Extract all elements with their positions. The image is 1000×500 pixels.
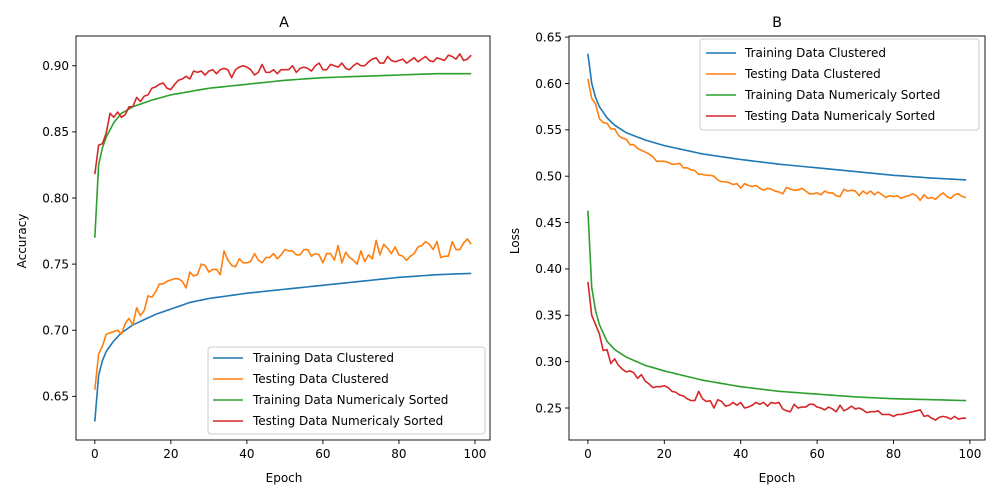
chart-panel-a: A Epoch Accuracy 0 20 40 60 80 100 0.65 0.70 0.7…	[15, 15, 491, 485]
axes-frame	[75, 35, 491, 441]
y-tick-label: 0.80	[42, 191, 69, 205]
x-axis-label: Epoch	[266, 471, 303, 485]
legend-label-0: Training Data Clustered	[744, 46, 886, 60]
plot-area: 0 20 40 60 80 100 0.65 0.70 0.75 0.80 0.85 0.90	[42, 35, 491, 461]
legend-label-1: Testing Data Clustered	[252, 372, 389, 386]
x-tick-label: 0	[91, 447, 99, 461]
y-tick-label: 0.55	[535, 123, 562, 137]
y-tick-label: 0.65	[535, 30, 562, 44]
series-line-1	[94, 238, 472, 390]
y-axis-label: Accuracy	[15, 214, 29, 269]
legend: Training Data Clustered Testing Data Clu…	[699, 38, 980, 131]
y-tick-label: 0.65	[42, 390, 69, 404]
y-axis-label: Loss	[508, 228, 522, 254]
x-tick-label: 60	[315, 447, 330, 461]
x-tick-label: 0	[584, 447, 592, 461]
series-line-3	[587, 281, 967, 421]
y-tick-label: 0.60	[535, 77, 562, 91]
x-tick-label: 80	[391, 447, 406, 461]
y-tick-label: 0.40	[535, 262, 562, 276]
legend-frame	[699, 38, 980, 131]
series-line-3	[94, 53, 472, 175]
x-tick-label: 40	[733, 447, 748, 461]
legend-label-1: Testing Data Clustered	[744, 67, 881, 81]
legend: Training Data Clustered Testing Data Clu…	[207, 346, 486, 435]
chart-title: B	[772, 15, 782, 31]
y-tick-label: 0.70	[42, 324, 69, 338]
x-tick-label: 40	[239, 447, 254, 461]
series-line-1	[587, 78, 967, 202]
series-line-2	[94, 72, 472, 238]
chart-panel-b: B Epoch Loss 0 20 40 60 80 100 0.25 0.30 0.35 0.4…	[508, 15, 986, 485]
axes-frame	[568, 35, 986, 441]
legend-label-0: Training Data Clustered	[252, 351, 394, 365]
y-tick-label: 0.30	[535, 355, 562, 369]
series-line-2	[587, 210, 967, 402]
x-axis-label: Epoch	[759, 471, 796, 485]
y-tick-label: 0.50	[535, 169, 562, 183]
y-tick-label: 0.85	[42, 125, 69, 139]
series-line-0	[587, 53, 967, 181]
y-tick-label: 0.45	[535, 216, 562, 230]
plot-area: 0 20 40 60 80 100 0.25 0.30 0.35 0.40 0.45 0.50 0.55…	[535, 30, 986, 461]
chart-title: A	[279, 15, 289, 31]
legend-label-2: Training Data Numericaly Sorted	[252, 393, 448, 407]
legend-label-3: Testing Data Numericaly Sorted	[744, 109, 935, 123]
y-tick-label: 0.25	[535, 401, 562, 415]
y-tick-label: 0.90	[42, 59, 69, 73]
series-line-0	[94, 272, 472, 422]
x-tick-label: 80	[886, 447, 901, 461]
x-tick-label: 100	[958, 447, 981, 461]
y-tick-label: 0.35	[535, 309, 562, 323]
legend-frame	[207, 346, 486, 435]
x-tick-label: 60	[809, 447, 824, 461]
x-tick-label: 20	[657, 447, 672, 461]
x-tick-label: 20	[163, 447, 178, 461]
x-tick-label: 100	[464, 447, 487, 461]
legend-label-3: Testing Data Numericaly Sorted	[252, 414, 443, 428]
y-tick-label: 0.75	[42, 257, 69, 271]
legend-label-2: Training Data Numericaly Sorted	[744, 88, 940, 102]
